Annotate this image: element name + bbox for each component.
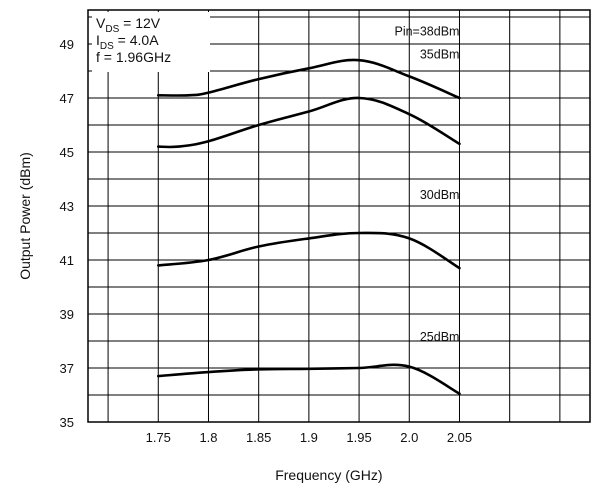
x-tick-label: 1.75 [146,430,171,445]
x-tick-label: 1.8 [199,430,217,445]
x-axis-title: Frequency (GHz) [275,467,382,483]
y-tick-label: 45 [60,145,74,160]
y-tick-label: 47 [60,91,74,106]
y-tick-label: 49 [60,37,74,52]
conditions-note-line: IDS = 4.0A [96,32,159,52]
y-tick-label: 37 [60,361,74,376]
grid [88,10,590,422]
x-tick-label: 2.0 [400,430,418,445]
x-axis-ticks: 1.75 1.8 1.85 1.9 1.95 2.0 2.05 [146,430,473,445]
series-label: 25dBm [420,330,460,344]
note-subscript: DS [105,24,119,35]
series-label: 35dBm [420,47,460,61]
note-main-text: V [96,15,106,31]
conditions-note-line: VDS = 12V [96,15,161,35]
x-tick-label: 1.95 [346,430,371,445]
note-main-text: f = 1.96GHz [96,49,171,65]
conditions-note-background [92,12,210,72]
plot-frame [87,9,591,423]
x-tick-label: 1.9 [300,430,318,445]
note-value-text: = 4.0A [114,32,159,48]
y-axis-title: Output Power (dBm) [17,152,33,280]
series-labels: Pin=38dBm 35dBm 30dBm 25dBm [394,24,459,344]
conditions-note-line: f = 1.96GHz [96,49,171,65]
y-tick-label: 39 [60,307,74,322]
note-value-text: = 12V [119,15,161,31]
series-line [156,96,461,149]
y-tick-label: 43 [60,199,74,214]
note-main-text: I [96,32,100,48]
series-line [156,363,461,395]
y-tick-label: 35 [60,415,74,430]
series-label: Pin=38dBm [394,24,459,38]
x-tick-label: 2.05 [447,430,472,445]
series-lines [156,58,461,395]
x-tick-label: 1.85 [246,430,271,445]
series-label: 30dBm [420,188,460,202]
series-line [156,58,461,100]
note-subscript: DS [100,41,114,52]
series-line [156,231,461,270]
y-tick-label: 41 [60,253,74,268]
y-axis-ticks: 35 37 39 41 43 45 47 49 [60,37,74,430]
